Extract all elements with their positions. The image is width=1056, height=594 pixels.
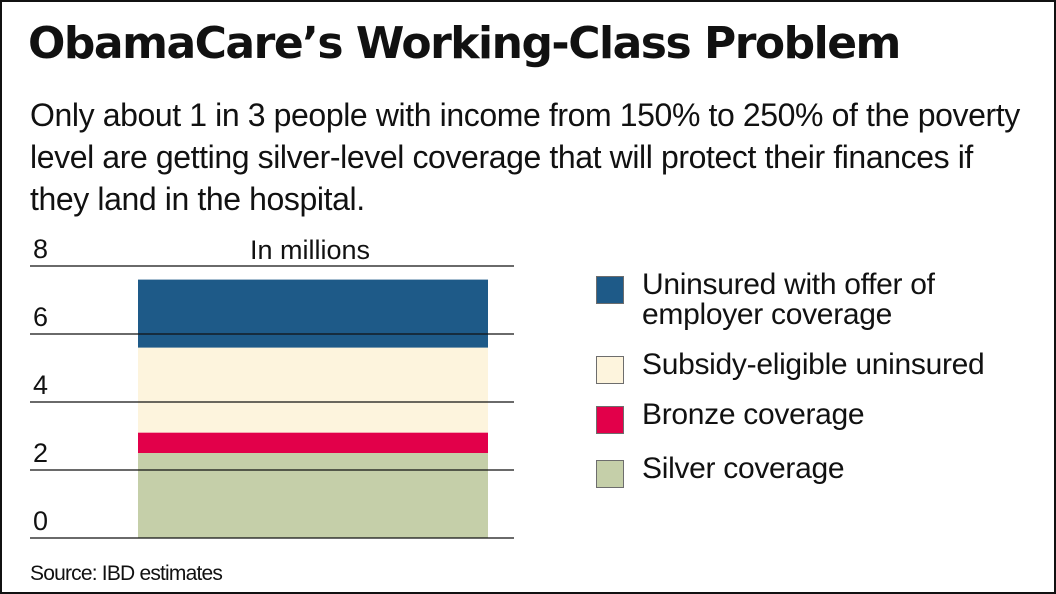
y-tick-label: 8: [33, 234, 48, 264]
legend-swatch: [596, 460, 624, 488]
legend-item: Subsidy-eligible uninsured: [596, 348, 985, 384]
unit-label: In millions: [250, 235, 370, 265]
bar-segment-uninsured-with-offer-of-employer-coverage: [138, 279, 488, 348]
bar-segment-bronze-coverage: [138, 432, 488, 453]
legend-label: Uninsured with offer of employer coverag…: [642, 268, 935, 331]
y-tick-label: 4: [33, 370, 48, 400]
chart-title: ObamaCare’s Working-Class Problem: [28, 18, 901, 69]
legend-label: Subsidy-eligible uninsured: [642, 348, 985, 381]
legend-swatch: [596, 356, 624, 384]
legend-label: Silver coverage: [642, 452, 845, 485]
legend-swatch: [596, 276, 624, 304]
y-tick-label: 0: [33, 506, 48, 536]
legend-item: Silver coverage: [596, 452, 845, 488]
legend-item: Bronze coverage: [596, 398, 865, 434]
bar-segment-silver-coverage: [138, 453, 488, 538]
legend-swatch: [596, 406, 624, 434]
source-note: Source: IBD estimates: [30, 562, 223, 585]
bar-segment-subsidy-eligible-uninsured: [138, 347, 488, 433]
chart-subtitle: Only about 1 in 3 people with income fro…: [30, 97, 1020, 217]
legend-item: Uninsured with offer of employer coverag…: [596, 270, 935, 330]
y-tick-label: 6: [33, 302, 48, 332]
legend-label: Bronze coverage: [642, 398, 865, 431]
y-tick-label: 2: [33, 438, 48, 468]
